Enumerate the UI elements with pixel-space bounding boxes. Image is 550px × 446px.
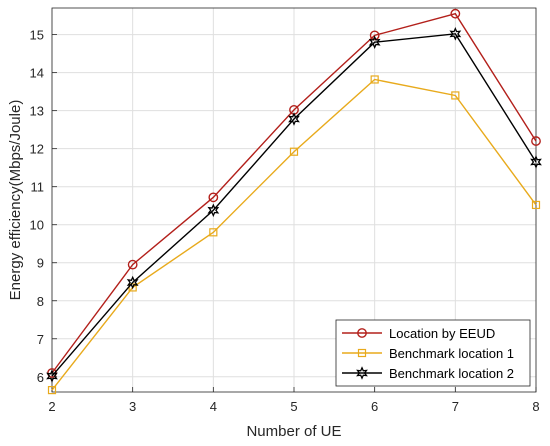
data-point	[207, 203, 220, 218]
data-point	[209, 228, 218, 237]
data-point	[126, 275, 139, 290]
x-axis-label: Number of UE	[246, 423, 341, 440]
legend-label: Benchmark location 1	[389, 346, 514, 361]
y-tick-label: 12	[30, 142, 44, 157]
y-tick-labels: 6 7 8 9 10 11 12 13 14 15	[30, 28, 44, 385]
data-point	[46, 369, 58, 383]
x-tick-label: 8	[532, 399, 539, 414]
series-layer	[46, 8, 542, 395]
y-tick-label: 14	[30, 66, 44, 81]
x-tick-labels: 2 3 4 5 6 7 8	[48, 399, 539, 414]
series-line	[51, 12, 537, 374]
x-tick-label: 7	[452, 399, 459, 414]
y-tick-label: 11	[31, 180, 45, 195]
y-axis-label: Energy efficiency(Mbps/Joule)	[7, 100, 24, 301]
y-tick-label: 13	[30, 104, 44, 119]
data-point	[47, 385, 57, 395]
y-tick-label: 10	[30, 218, 44, 233]
x-tick-label: 3	[129, 399, 136, 414]
y-tick-label: 15	[30, 28, 44, 43]
data-point	[449, 27, 462, 41]
legend-marker	[357, 348, 367, 358]
legend: Location by EEUD Benchmark location 1 Benc…	[335, 319, 531, 387]
series-3	[46, 27, 542, 383]
x-tick-label: 2	[48, 399, 55, 414]
data-point	[450, 8, 461, 19]
legend-marker	[357, 328, 367, 338]
data-point	[531, 200, 541, 210]
data-point	[369, 30, 380, 41]
data-point	[368, 35, 381, 50]
y-tick-label: 7	[37, 332, 44, 347]
legend-marker	[356, 366, 368, 380]
x-tick-label: 5	[290, 399, 297, 414]
x-tick-label: 4	[210, 399, 217, 414]
legend-item: Location by EEUD	[342, 326, 495, 341]
legend-item: Benchmark location 1	[342, 346, 514, 361]
data-point	[531, 136, 541, 146]
data-point	[451, 91, 460, 100]
plot-frame	[51, 7, 537, 393]
y-tick-label: 8	[37, 294, 44, 309]
y-tick-label: 6	[37, 370, 44, 385]
legend-label: Location by EEUD	[389, 326, 495, 341]
data-point	[530, 155, 542, 169]
data-point	[127, 259, 138, 270]
data-point	[288, 112, 300, 126]
series-line	[51, 33, 537, 377]
y-tick-label: 9	[37, 256, 44, 271]
data-point	[370, 75, 379, 84]
legend-item: Benchmark location 2	[342, 366, 514, 381]
x-tick-label: 6	[371, 399, 378, 414]
data-point	[289, 147, 299, 156]
data-point	[208, 192, 219, 203]
legend-label: Benchmark location 2	[389, 366, 514, 381]
